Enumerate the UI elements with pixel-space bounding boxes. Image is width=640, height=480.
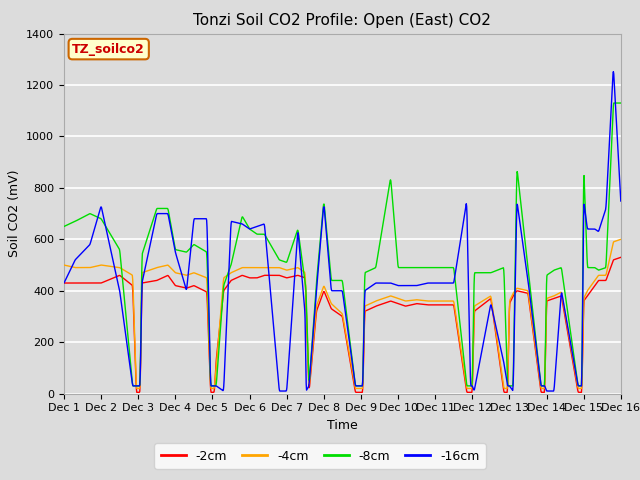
X-axis label: Time: Time [327,419,358,432]
Legend: -2cm, -4cm, -8cm, -16cm: -2cm, -4cm, -8cm, -16cm [154,444,486,469]
Y-axis label: Soil CO2 (mV): Soil CO2 (mV) [8,170,20,257]
Title: Tonzi Soil CO2 Profile: Open (East) CO2: Tonzi Soil CO2 Profile: Open (East) CO2 [193,13,492,28]
Text: TZ_soilco2: TZ_soilco2 [72,43,145,56]
